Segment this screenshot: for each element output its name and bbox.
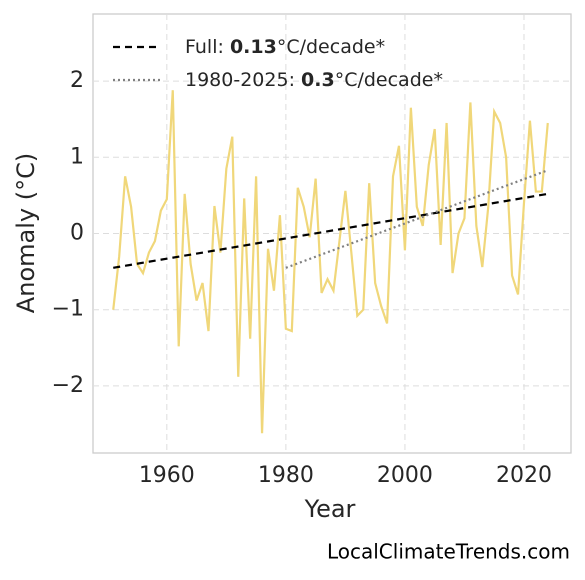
legend-text-part: Full: xyxy=(185,36,230,58)
watermark: LocalClimateTrends.com xyxy=(327,540,570,564)
y-tick-label: 2 xyxy=(70,68,84,93)
legend-label: 1980-2025: 0.3°C/decade* xyxy=(185,69,443,91)
data-line xyxy=(112,90,549,434)
legend-text-part: °C/decade* xyxy=(277,36,385,58)
x-tick-label: 2020 xyxy=(496,463,552,488)
legend-text-part: 1980-2025: xyxy=(185,69,301,91)
x-tick-label: 1960 xyxy=(139,463,195,488)
trend-line xyxy=(285,169,549,269)
legend-text-part: 0.3 xyxy=(301,69,335,91)
y-tick-label: 1 xyxy=(70,144,84,169)
legend-label: Full: 0.13°C/decade* xyxy=(185,36,385,58)
y-tick-label: −2 xyxy=(52,373,84,398)
trend-line xyxy=(113,192,548,269)
legend-text-part: 0.13 xyxy=(230,36,277,58)
x-axis-label: Year xyxy=(304,495,356,523)
y-tick-label: −1 xyxy=(52,297,84,322)
legend-text-part: °C/decade* xyxy=(335,69,443,91)
x-tick-label: 1980 xyxy=(258,463,314,488)
x-tick-label: 2000 xyxy=(377,463,433,488)
y-tick-label: 0 xyxy=(70,221,84,246)
y-axis-label: Anomaly (°C) xyxy=(12,153,40,313)
